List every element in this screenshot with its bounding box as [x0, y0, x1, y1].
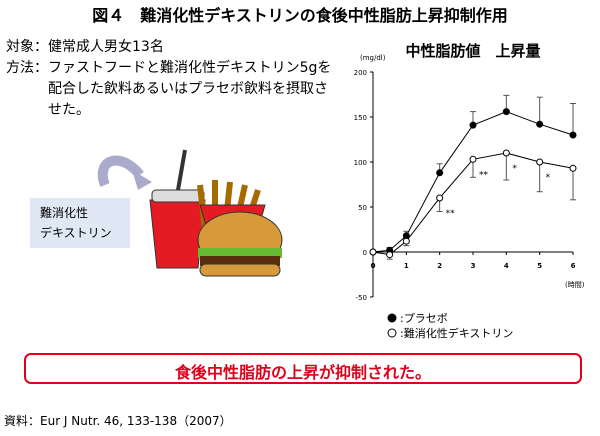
illustration [30, 149, 283, 277]
method: 方法： ファストフードと難消化性デキストリン5gを配合した飲料あるいはプラセボ飲料… [6, 58, 336, 121]
data-point [386, 251, 394, 259]
cup [149, 199, 206, 269]
data-point [402, 237, 410, 245]
significance-mark: ** [446, 209, 456, 219]
x-tick-label: 2 [437, 262, 442, 270]
straw [176, 149, 187, 191]
legend-label: :難消化性デキストリン [400, 326, 513, 340]
conclusion: 食後中性脂肪の上昇が抑制された。 [174, 363, 431, 382]
significance-mark: * [512, 164, 517, 174]
illustration-label-line: 難消化性 [40, 206, 89, 220]
data-point [502, 108, 510, 116]
y-tick-label: -50 [356, 294, 367, 302]
data-point [369, 248, 377, 256]
illustration-label-line: デキストリン [40, 226, 112, 240]
conclusion-box [24, 353, 582, 384]
y-axis-label: (mg/dl) [360, 54, 386, 62]
arrow-head [132, 170, 152, 190]
data-point [469, 121, 477, 129]
y-tick-label: 200 [354, 69, 367, 77]
data-point [536, 120, 544, 128]
method-text: ファストフードと難消化性デキストリン5gを配合した飲料あるいはプラセボ飲料を摂取… [48, 60, 332, 118]
series-line [372, 111, 574, 253]
series-line [372, 152, 574, 256]
x-axis-label: (時間) [565, 281, 585, 289]
method-label: 方法： [6, 60, 48, 76]
source: 資料：Eur J Nutr. 46, 133-138（2007） [4, 414, 232, 428]
y-tick-label: 150 [354, 114, 367, 122]
subject-label: 対象： [6, 39, 48, 55]
label-box [30, 198, 130, 248]
significance-mark: ** [479, 170, 489, 180]
cup-lid [151, 189, 205, 203]
figure-title: 図４ 難消化性デキストリンの食後中性脂肪上昇抑制作用 [92, 6, 508, 25]
legend-marker [387, 313, 397, 323]
subject-text: 健常成人男女13名 [48, 39, 164, 55]
lettuce [198, 248, 282, 258]
y-tick-label: 0 [363, 249, 367, 257]
x-tick-label: 0 [371, 262, 376, 270]
subject: 対象： 健常成人男女13名 [6, 36, 164, 56]
arrow [97, 155, 144, 187]
patty [200, 256, 280, 266]
x-tick-label: 5 [537, 262, 542, 270]
y-tick-label: 50 [358, 204, 367, 212]
data-point [436, 194, 444, 202]
chart-title: 中性脂肪値 上昇量 [405, 42, 540, 60]
legend-label: :プラセボ [400, 312, 448, 325]
data-point [569, 131, 577, 139]
significance-mark: * [546, 173, 551, 183]
legend-marker [387, 328, 397, 338]
y-tick-label: 100 [354, 159, 367, 167]
data-point [502, 149, 510, 157]
data-point [536, 158, 544, 166]
bottom-bun [199, 263, 281, 277]
data-point [569, 164, 577, 172]
x-tick-label: 1 [404, 262, 409, 270]
data-point [436, 169, 444, 177]
x-tick-label: 3 [471, 262, 476, 270]
illustration-label: 難消化性デキストリン [40, 203, 112, 243]
x-tick-label: 6 [571, 262, 576, 270]
x-tick-label: 4 [504, 262, 509, 270]
data-point [469, 155, 477, 163]
